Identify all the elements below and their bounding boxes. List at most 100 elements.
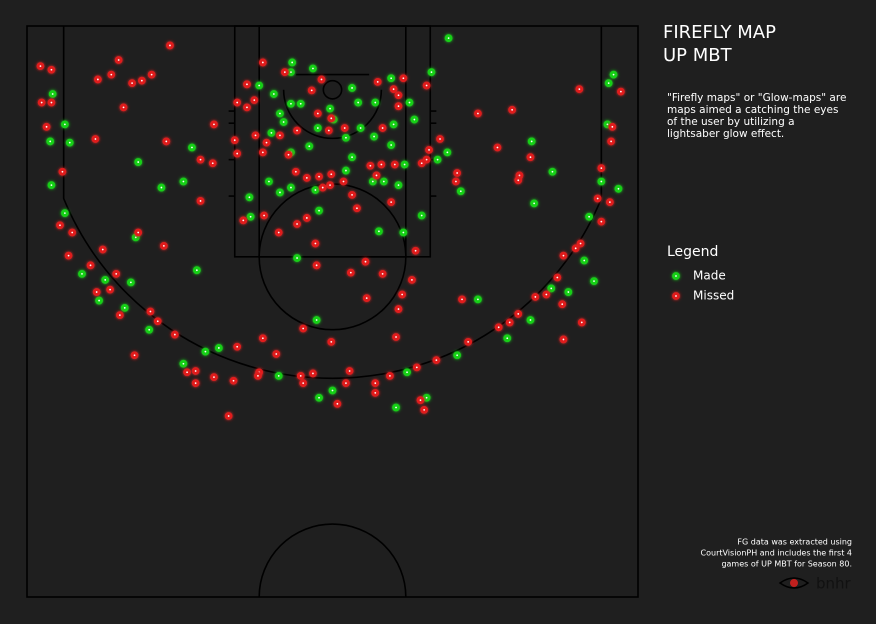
shot-point bbox=[614, 184, 623, 193]
shot-point bbox=[65, 138, 74, 147]
shot-point bbox=[394, 102, 403, 111]
shot-point bbox=[405, 98, 414, 107]
shot-point bbox=[147, 70, 156, 79]
shot-point bbox=[348, 190, 356, 199]
shot-point bbox=[92, 288, 101, 296]
shot-point bbox=[585, 212, 594, 221]
shot-point bbox=[387, 74, 396, 83]
shot-point bbox=[269, 90, 278, 98]
shot-point bbox=[553, 273, 562, 282]
shot-point bbox=[398, 290, 407, 299]
shot-point bbox=[276, 131, 284, 140]
shot-point bbox=[262, 138, 271, 147]
shot-point bbox=[394, 305, 403, 313]
shot-point bbox=[339, 177, 348, 186]
shot-point bbox=[293, 220, 301, 228]
shot-point bbox=[356, 124, 365, 132]
legend-marker bbox=[672, 292, 680, 300]
shot-point bbox=[590, 277, 598, 286]
shot-point bbox=[371, 379, 380, 388]
shot-point bbox=[191, 379, 200, 388]
shot-point bbox=[101, 276, 110, 284]
shot-point bbox=[233, 149, 242, 158]
shot-point bbox=[254, 371, 262, 380]
shot-point bbox=[494, 323, 503, 332]
legend-title: Legend bbox=[667, 244, 718, 260]
shot-point bbox=[342, 166, 350, 175]
shot-point bbox=[593, 194, 602, 203]
shot-point bbox=[616, 87, 625, 96]
shot-point bbox=[607, 137, 616, 146]
court bbox=[26, 25, 639, 598]
legend-label: Made bbox=[693, 269, 726, 283]
shot-point bbox=[299, 324, 308, 333]
restricted-arc bbox=[282, 89, 383, 140]
shot-point bbox=[576, 239, 585, 248]
shot-point bbox=[36, 62, 45, 70]
shot-point bbox=[371, 98, 380, 107]
shot-point bbox=[417, 211, 426, 220]
shot-point bbox=[288, 58, 297, 67]
shot-point bbox=[60, 209, 69, 217]
shot-point bbox=[412, 363, 421, 372]
shot-point bbox=[246, 212, 255, 221]
shot-point bbox=[192, 266, 201, 275]
shot-point bbox=[309, 369, 317, 378]
shot-point bbox=[368, 177, 377, 186]
shot-point bbox=[317, 75, 326, 84]
shot-point bbox=[276, 109, 284, 118]
shot-point bbox=[287, 68, 295, 77]
shot-point bbox=[305, 142, 314, 151]
shot-point bbox=[60, 120, 69, 129]
shot-point bbox=[179, 359, 188, 368]
shot-point bbox=[119, 103, 128, 112]
shot-point bbox=[505, 318, 514, 327]
shot-point bbox=[425, 146, 433, 154]
shot-point bbox=[47, 98, 56, 107]
shot-point bbox=[526, 316, 535, 324]
shot-point bbox=[458, 295, 466, 304]
shot-point bbox=[274, 371, 283, 380]
shot-point bbox=[530, 199, 539, 208]
shot-point bbox=[210, 120, 218, 129]
lane-inner bbox=[258, 25, 407, 258]
shot-point bbox=[159, 241, 168, 250]
shot-point bbox=[333, 399, 342, 408]
shot-point bbox=[137, 76, 146, 85]
shot-point bbox=[354, 98, 363, 107]
shot-point bbox=[605, 198, 614, 207]
shot-point bbox=[326, 104, 334, 113]
shot-point bbox=[558, 300, 567, 309]
shot-point bbox=[427, 68, 436, 77]
shot-point bbox=[394, 181, 403, 190]
shot-point bbox=[400, 160, 409, 169]
shot-point bbox=[311, 239, 320, 248]
shot-point bbox=[309, 64, 317, 73]
shot-point bbox=[474, 109, 482, 118]
shot-point bbox=[224, 412, 233, 420]
shot-point bbox=[453, 351, 462, 360]
logo-eye bbox=[778, 577, 810, 589]
shot-point bbox=[378, 124, 387, 132]
shot-point bbox=[293, 126, 301, 135]
legend-marker bbox=[672, 272, 680, 280]
shot-point bbox=[345, 367, 354, 375]
shot-point bbox=[95, 296, 103, 305]
shot-point bbox=[157, 183, 166, 192]
shot-point bbox=[432, 356, 441, 364]
shot-point bbox=[46, 137, 55, 146]
shot-point bbox=[299, 379, 308, 388]
shot-point bbox=[361, 257, 370, 266]
shot-point bbox=[392, 333, 400, 341]
shot-point bbox=[318, 183, 327, 192]
shot-point bbox=[251, 131, 260, 140]
shot-point bbox=[410, 115, 419, 124]
shot-point bbox=[547, 284, 556, 293]
shot-point bbox=[166, 41, 174, 50]
shot-point bbox=[342, 379, 350, 388]
shot-point bbox=[493, 143, 502, 152]
shot-point bbox=[134, 158, 143, 166]
shot-point bbox=[411, 246, 420, 255]
hoop bbox=[322, 79, 343, 100]
shot-point bbox=[326, 181, 334, 190]
